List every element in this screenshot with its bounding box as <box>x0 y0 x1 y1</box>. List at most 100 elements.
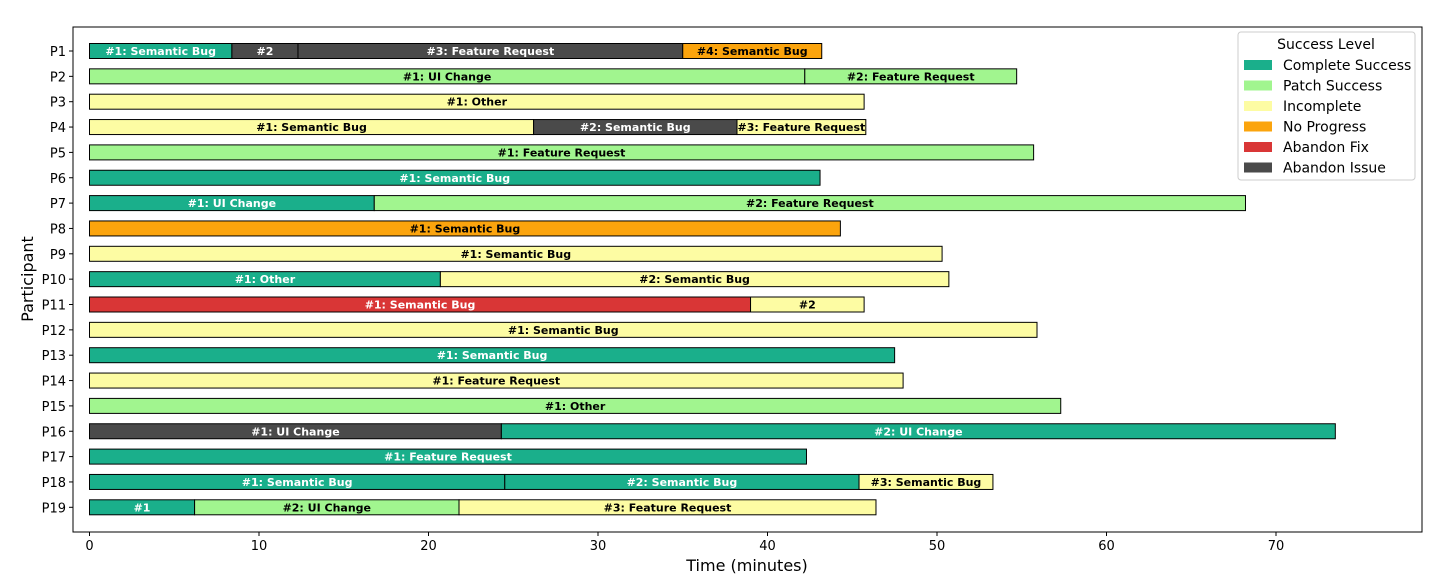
segment-label: #1: UI Change <box>251 425 339 438</box>
y-tick-label: P10 <box>42 273 66 288</box>
timeline-segment <box>858 473 994 490</box>
x-axis-title: Time (minutes) <box>685 556 808 575</box>
y-tick-label: P17 <box>42 451 66 466</box>
segment-label: #3: Semantic Bug <box>871 476 982 489</box>
y-tick-label: P8 <box>50 222 66 237</box>
y-tick-label: P3 <box>50 96 66 111</box>
timeline-segment <box>682 43 823 59</box>
segment-label: #1: Feature Request <box>498 146 626 159</box>
x-axis: 0 10 20 30 40 50 60 70 <box>85 532 1284 554</box>
timeline-segment <box>89 321 1038 338</box>
legend-label: Incomplete <box>1283 99 1361 115</box>
timeline-segment <box>89 144 1035 161</box>
timeline-segment <box>439 271 950 288</box>
legend-swatch <box>1244 142 1272 152</box>
x-tick-label: 70 <box>1268 539 1285 554</box>
segment-label: #1: Semantic Bug <box>437 349 548 362</box>
timeline-segment <box>89 93 865 110</box>
segment-label: #1: Semantic Bug <box>460 248 571 261</box>
segment-label: #1 <box>134 501 151 514</box>
y-tick-label: P11 <box>42 299 66 314</box>
legend: Success Level Complete Success Patch Succ… <box>1237 31 1416 181</box>
timeline-segment <box>89 169 821 186</box>
segment-label: #2 <box>256 45 273 58</box>
segment-label: #3: Feature Request <box>426 45 554 58</box>
timeline-segment <box>804 68 1018 85</box>
segment-label: #2: Semantic Bug <box>627 476 738 489</box>
segment-label: #1: Semantic Bug <box>105 45 216 58</box>
legend-label: Abandon Issue <box>1283 161 1386 177</box>
y-tick-label: P12 <box>42 324 66 339</box>
legend-box <box>1237 31 1416 181</box>
y-axis: P1 P2 P3 P4 P5 P6 P7 P8 P9 P10 P11 P12 P13 P14 P15 P16 P… <box>42 45 73 516</box>
timeline-segment <box>89 372 904 389</box>
y-tick-label: P4 <box>50 121 66 136</box>
x-tick-label: 60 <box>1098 539 1115 554</box>
segment-label: #2: Semantic Bug <box>639 273 750 286</box>
x-tick-label: 10 <box>251 539 268 554</box>
timeline-segment <box>89 220 841 237</box>
segment-label: #2: UI Change <box>874 425 962 438</box>
legend-label: No Progress <box>1283 120 1366 136</box>
legend-title: Success Level <box>1277 37 1375 53</box>
plot-frame <box>72 26 1423 533</box>
segment-label: #1: Semantic Bug <box>399 172 510 185</box>
segment-label: #1: Semantic Bug <box>242 476 353 489</box>
bars-layer: #1: Semantic Bug #2 #3: Feature Request #4:… <box>89 43 1336 516</box>
segment-label: #1: Feature Request <box>432 375 560 388</box>
legend-swatch <box>1244 80 1272 91</box>
timeline-segment <box>458 499 877 516</box>
y-tick-label: P7 <box>50 197 66 212</box>
y-tick-label: P14 <box>42 375 66 390</box>
y-tick-label: P9 <box>50 248 66 263</box>
y-tick-label: P2 <box>50 70 66 85</box>
segment-label: #1: Feature Request <box>384 451 512 464</box>
timeline-segment <box>750 296 865 313</box>
segment-label: #3: Feature Request <box>738 121 866 134</box>
timeline-segment <box>736 119 867 136</box>
x-tick-label: 50 <box>929 539 946 554</box>
segment-label: #1: Semantic Bug <box>410 222 521 235</box>
timeline-segment <box>373 195 1246 212</box>
x-tick-label: 0 <box>85 539 93 554</box>
segment-label: #1: Semantic Bug <box>365 299 476 312</box>
legend-label: Abandon Fix <box>1283 140 1369 156</box>
segment-label: #1: Semantic Bug <box>508 324 619 337</box>
segment-label: #2: Feature Request <box>746 197 874 210</box>
x-tick-label: 40 <box>759 539 776 554</box>
segment-label: #1: Other <box>235 273 296 286</box>
x-tick-label: 20 <box>420 539 437 554</box>
timeline-segment <box>89 245 943 262</box>
timeline-segment <box>500 423 1336 440</box>
legend-swatch <box>1244 60 1272 70</box>
segment-label: #1: Semantic Bug <box>256 121 367 134</box>
segment-label: #3: Feature Request <box>604 501 732 514</box>
y-tick-label: P6 <box>50 172 66 187</box>
y-tick-label: P16 <box>42 425 66 440</box>
segment-label: #1: Other <box>545 400 606 413</box>
segment-label: #1: UI Change <box>188 197 276 210</box>
segment-label: #1: UI Change <box>403 70 491 83</box>
y-tick-label: P1 <box>50 45 66 60</box>
y-tick-label: P5 <box>50 146 66 161</box>
timeline-segment <box>89 347 896 364</box>
x-tick-label: 30 <box>590 539 607 554</box>
y-tick-label: P13 <box>42 349 66 364</box>
legend-label: Complete Success <box>1283 58 1411 74</box>
segment-label: #2: Semantic Bug <box>580 121 691 134</box>
legend-swatch <box>1244 162 1272 173</box>
segment-label: #2: Feature Request <box>847 70 975 83</box>
y-tick-label: P19 <box>42 501 66 516</box>
segment-label: #2 <box>799 299 816 312</box>
y-axis-title: Participant <box>18 236 37 322</box>
legend-swatch <box>1244 121 1272 132</box>
timeline-segment <box>89 448 807 465</box>
segment-label: #4: Semantic Bug <box>697 45 808 58</box>
segment-label: #1: Other <box>447 96 508 109</box>
timeline-segment <box>89 397 1062 414</box>
legend-swatch <box>1244 101 1272 111</box>
y-tick-label: P18 <box>42 476 66 491</box>
segment-label: #2: UI Change <box>283 501 371 514</box>
legend-label: Patch Success <box>1283 79 1382 95</box>
